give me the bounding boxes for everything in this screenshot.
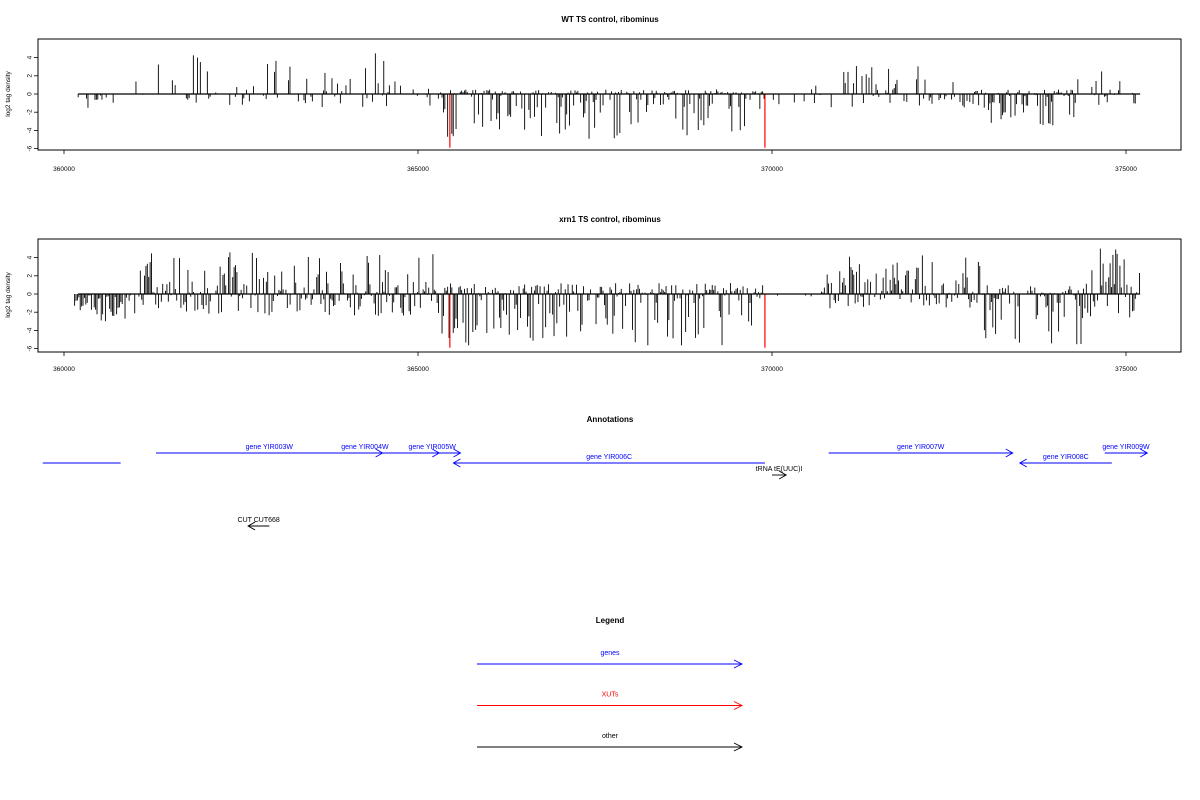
x-tick-label: 360000 bbox=[53, 366, 75, 373]
wt-y-axis: 4 2 0 -2 -4 -6 bbox=[27, 55, 38, 151]
legend-items: genes XUTs other bbox=[477, 650, 744, 752]
x-tick-label: 375000 bbox=[1115, 366, 1137, 373]
arrowhead-right-icon bbox=[778, 470, 788, 480]
arrowhead-left-icon bbox=[452, 458, 461, 468]
annotation-label: gene YIR005W bbox=[408, 444, 456, 451]
y-tick-label: 0 bbox=[27, 292, 34, 296]
annotation-label: tRNA tE(UUC)I bbox=[756, 466, 803, 473]
xrn1-y-axis: 4 2 0 -2 -4 -6 bbox=[27, 255, 38, 351]
xrn1-signal-bars bbox=[74, 248, 1140, 348]
wt-panel-title: WT TS control, ribominus bbox=[561, 15, 659, 24]
annotation-label: gene YIR007W bbox=[897, 444, 945, 451]
wt-plot-frame bbox=[37, 38, 1182, 151]
y-tick-label: -2 bbox=[27, 309, 34, 315]
arrowhead-right-icon bbox=[733, 742, 744, 752]
annotation-features: gene YIR003W gene YIR004W gene YIR005W gene… bbox=[42, 444, 1150, 531]
arrowhead-right-icon bbox=[453, 448, 462, 458]
arrowhead-left-icon bbox=[247, 521, 256, 531]
annotation-label: gene YIR006C bbox=[586, 454, 632, 461]
x-tick-label: 365000 bbox=[407, 166, 429, 173]
xrn1-x-axis: 360000 365000 370000 375000 bbox=[53, 352, 1137, 373]
y-tick-label: -6 bbox=[27, 345, 34, 351]
legend: Legend genes XUTs other bbox=[477, 616, 744, 752]
xrn1-panel-title: xrn1 TS control, ribominus bbox=[559, 215, 661, 224]
wt-density-panel: WT TS control, ribominus log2 tag densit… bbox=[5, 15, 1182, 173]
annotation-label: CUT CUT668 bbox=[238, 517, 280, 524]
annotation-label: gene YIR008C bbox=[1043, 454, 1089, 461]
y-tick-label: -4 bbox=[27, 127, 34, 133]
x-tick-label: 365000 bbox=[407, 366, 429, 373]
arrowhead-left-icon bbox=[1018, 458, 1028, 468]
y-tick-label: 2 bbox=[27, 74, 34, 78]
annotation-label: gene YIR004W bbox=[341, 444, 389, 451]
xrn1-y-axis-label: log2 tag density bbox=[5, 271, 12, 317]
annotation-label: gene YIR009W bbox=[1102, 444, 1150, 451]
wt-x-axis: 360000 365000 370000 375000 bbox=[53, 150, 1137, 173]
y-tick-label: 4 bbox=[27, 255, 34, 259]
annotations-track: Annotations gene YIR003W gene YIR004W gene… bbox=[42, 415, 1150, 531]
y-tick-label: 2 bbox=[27, 274, 34, 278]
arrowhead-right-icon bbox=[733, 659, 744, 669]
xrn1-density-panel: xrn1 TS control, ribominus log2 tag dens… bbox=[5, 215, 1182, 373]
arrowhead-right-icon bbox=[733, 701, 744, 710]
y-tick-label: 4 bbox=[27, 55, 34, 59]
y-tick-label: -6 bbox=[27, 145, 34, 151]
arrowhead-right-icon bbox=[1005, 448, 1014, 458]
xrn1-plot-frame bbox=[37, 238, 1182, 353]
legend-item-label: other bbox=[602, 733, 619, 740]
legend-item-label: XUTs bbox=[602, 692, 619, 699]
legend-item-label: genes bbox=[600, 650, 620, 657]
x-tick-label: 370000 bbox=[761, 366, 783, 373]
x-tick-label: 375000 bbox=[1115, 166, 1137, 173]
annotations-title: Annotations bbox=[587, 415, 634, 424]
arrowhead-right-icon bbox=[1140, 448, 1149, 458]
y-tick-label: 0 bbox=[27, 92, 34, 96]
wt-signal-bars bbox=[77, 53, 1136, 148]
y-tick-label: -2 bbox=[27, 109, 34, 115]
annotation-label: gene YIR003W bbox=[246, 444, 294, 451]
wt-y-axis-label: log2 tag density bbox=[5, 70, 12, 116]
x-tick-label: 370000 bbox=[761, 166, 783, 173]
y-tick-label: -4 bbox=[27, 327, 34, 333]
x-tick-label: 360000 bbox=[53, 166, 75, 173]
legend-title: Legend bbox=[596, 616, 625, 625]
